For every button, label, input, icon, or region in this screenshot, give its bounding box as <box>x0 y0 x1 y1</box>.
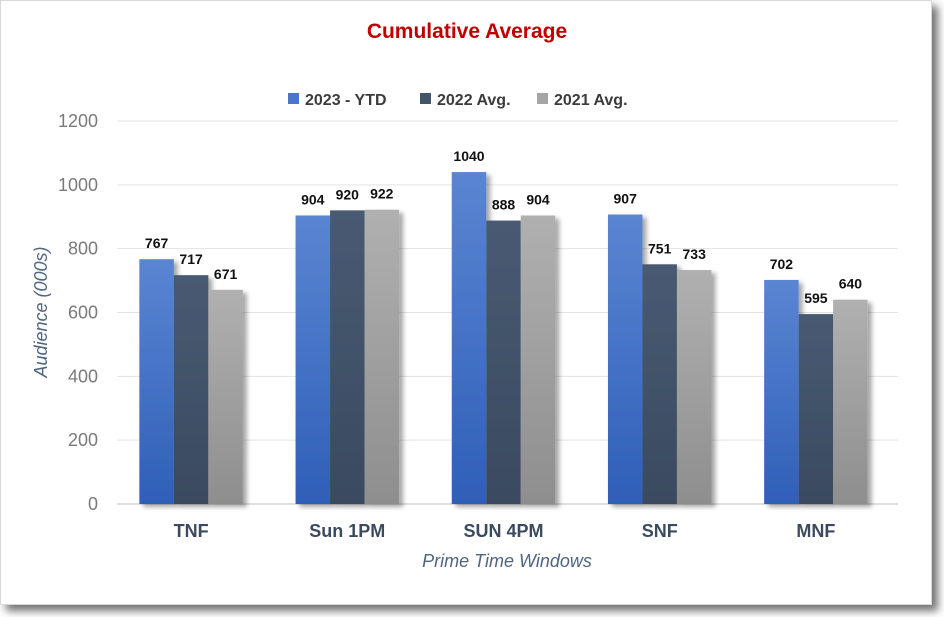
legend-label: 2021 Avg. <box>554 92 628 109</box>
legend-label: 2023 - YTD <box>305 92 387 109</box>
data-label: 733 <box>683 246 707 262</box>
data-label: 751 <box>648 240 672 256</box>
data-label: 920 <box>336 186 360 202</box>
legend-label: 2022 Avg. <box>437 92 511 109</box>
legend-swatch <box>288 93 299 104</box>
bar <box>295 215 331 504</box>
bar <box>364 209 400 504</box>
y-tick-label: 400 <box>68 366 98 386</box>
bars <box>139 172 868 505</box>
data-label: 640 <box>839 276 863 292</box>
bar <box>642 264 677 504</box>
data-label: 904 <box>526 191 550 207</box>
y-tick-label: 0 <box>88 494 98 514</box>
bar <box>173 275 209 504</box>
data-label: 1040 <box>453 148 484 164</box>
x-tick-label: SUN 4PM <box>463 521 543 541</box>
x-tick-label: MNF <box>796 521 835 541</box>
y-tick-label: 1200 <box>58 111 98 131</box>
data-label: 907 <box>614 191 638 207</box>
data-label: 595 <box>804 290 828 306</box>
y-tick-label: 200 <box>68 430 98 450</box>
data-label: 922 <box>370 186 394 202</box>
data-label: 888 <box>492 197 516 213</box>
bar <box>764 279 799 504</box>
bar <box>607 214 643 504</box>
y-tick-label: 1000 <box>58 175 98 195</box>
x-axis-title: Prime Time Windows <box>422 551 592 571</box>
bar <box>676 270 712 504</box>
bar <box>330 210 365 504</box>
bar <box>520 215 556 504</box>
y-axis-ticks: 0 200 400 600 800 1000 1200 <box>58 111 98 514</box>
y-axis-title: Audience (000s) <box>31 246 51 378</box>
bar <box>451 172 487 505</box>
bar <box>798 314 834 504</box>
data-label: 717 <box>179 251 203 267</box>
legend-swatch <box>420 93 431 104</box>
bar <box>139 259 174 504</box>
y-tick-label: 800 <box>68 239 98 259</box>
data-label: 702 <box>770 256 794 272</box>
x-tick-label: SNF <box>642 521 678 541</box>
bar <box>208 289 243 504</box>
data-label: 767 <box>145 235 169 251</box>
data-label: 904 <box>301 191 325 207</box>
x-tick-label: Sun 1PM <box>309 521 385 541</box>
y-tick-label: 600 <box>68 303 98 323</box>
x-axis-ticks: TNF Sun 1PM SUN 4PM SNF MNF <box>174 521 836 541</box>
x-tick-label: TNF <box>174 521 209 541</box>
bar <box>486 220 521 504</box>
data-labels: 767 717 671 904 920 922 1040 888 904 907 751 733 702… <box>145 148 862 306</box>
data-label: 671 <box>214 266 238 282</box>
bar <box>833 299 868 504</box>
legend: 2023 - YTD 2022 Avg. 2021 Avg. <box>288 92 628 109</box>
chart-title: Cumulative Average <box>367 20 567 43</box>
legend-swatch <box>537 93 548 104</box>
